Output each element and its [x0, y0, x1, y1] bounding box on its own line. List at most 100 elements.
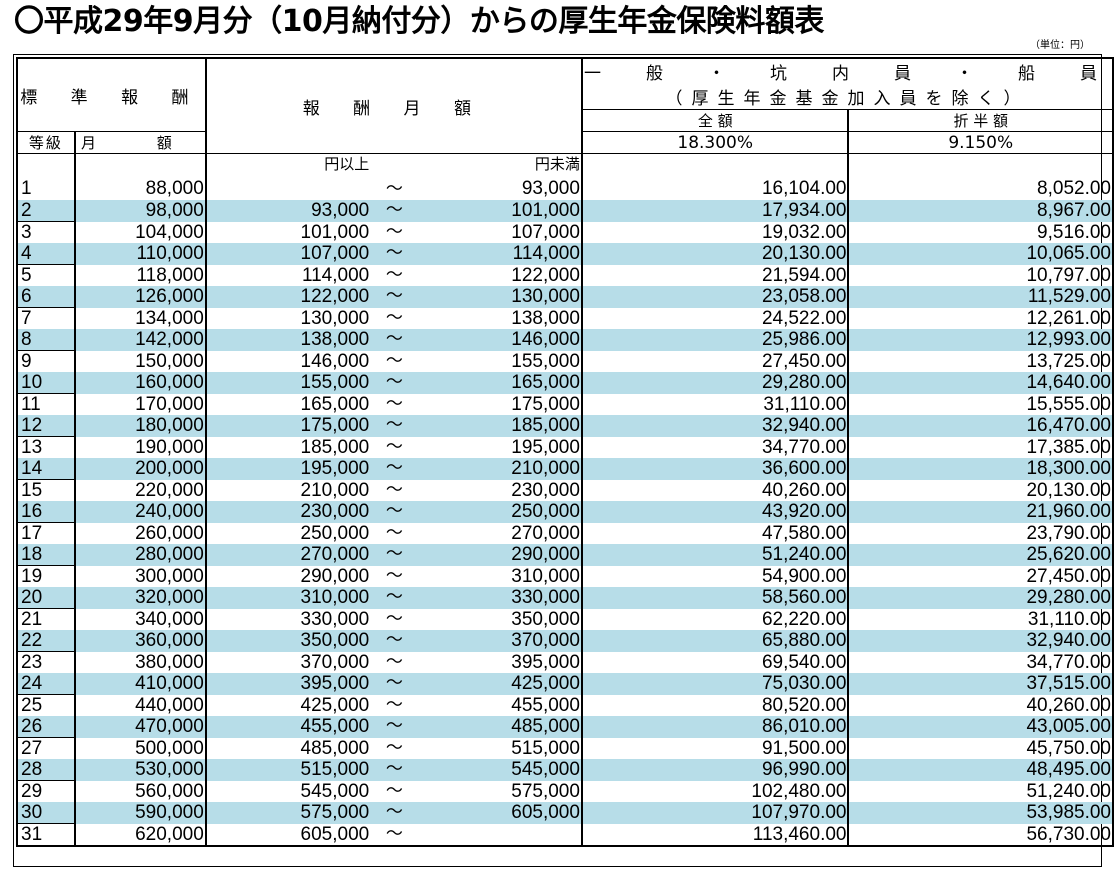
- from-label: 円以上: [204, 153, 371, 174]
- full-amount-cell: 80,520.00: [580, 694, 850, 716]
- monthly-cell: 590,000: [73, 802, 207, 824]
- monthly-cell: 560,000: [73, 780, 207, 802]
- full-amount-cell: 62,220.00: [580, 608, 850, 630]
- grade-cell: 17: [16, 522, 76, 544]
- grade-cell: 12: [16, 415, 76, 437]
- monthly-cell: 620,000: [73, 823, 207, 846]
- premium-table: 標 準 報 酬 報 酬 月 額 一 般 ・ 坑 内 員 ・ 船 員 （厚生年金基…: [16, 57, 1114, 847]
- grade-cell: 6: [16, 286, 76, 308]
- grade-cell: 11: [16, 393, 76, 415]
- half-amount-cell: 14,640.00: [847, 372, 1114, 394]
- grade-cell: 2: [16, 200, 76, 222]
- table-row: 14 200,000 195,000 ～ 210,000 36,600.00 18,300.…: [16, 458, 1114, 480]
- range-from-cell: 130,000: [204, 307, 371, 329]
- range-tilde: ～: [370, 243, 419, 265]
- monthly-cell: 110,000: [73, 243, 207, 265]
- range-from-cell: 270,000: [204, 544, 371, 566]
- full-amount-cell: 58,560.00: [580, 587, 850, 609]
- table-row: 3 104,000 101,000 ～ 107,000 19,032.00 9,516.00: [16, 221, 1114, 243]
- range-from-cell: 310,000: [204, 587, 371, 609]
- full-amount-cell: 29,280.00: [580, 372, 850, 394]
- range-from-cell: 185,000: [204, 436, 371, 458]
- grade-cell: 3: [16, 221, 76, 243]
- full-amount-cell: 47,580.00: [580, 522, 850, 544]
- monthly-cell: 360,000: [73, 630, 207, 652]
- half-amount-cell: 31,110.00: [847, 608, 1114, 630]
- grade-cell: 4: [16, 243, 76, 265]
- range-tilde: ～: [370, 286, 419, 308]
- grade-cell: 29: [16, 780, 76, 802]
- range-from-cell: 575,000: [204, 802, 371, 824]
- range-from-cell: 395,000: [204, 673, 371, 695]
- half-amount-cell: 8,052.00: [847, 174, 1114, 200]
- to-label: 円未満: [418, 153, 583, 174]
- full-amount-cell: 43,920.00: [580, 501, 850, 523]
- table-row: 30 590,000 575,000 ～ 605,000 107,970.00 53,985…: [16, 802, 1114, 824]
- header-remuneration: 報 酬 月 額: [204, 57, 583, 154]
- range-from-cell: 165,000: [204, 393, 371, 415]
- full-amount-cell: 69,540.00: [580, 651, 850, 673]
- full-amount-cell: 107,970.00: [580, 802, 850, 824]
- full-amount-cell: 113,460.00: [580, 823, 850, 846]
- grade-cell: 24: [16, 673, 76, 695]
- range-to-cell: 138,000: [418, 307, 583, 329]
- monthly-cell: 410,000: [73, 673, 207, 695]
- range-tilde: ～: [370, 587, 419, 609]
- range-from-cell: 114,000: [204, 264, 371, 286]
- monthly-cell: 190,000: [73, 436, 207, 458]
- range-to-cell: 515,000: [418, 737, 583, 759]
- range-tilde: ～: [370, 630, 419, 652]
- range-tilde: ～: [385, 608, 403, 629]
- table-row: 1 88,000 ～ 93,000 16,104.00 8,052.00: [16, 174, 1114, 200]
- full-amount-cell: 31,110.00: [580, 393, 850, 415]
- half-amount-cell: 43,005.00: [847, 716, 1114, 738]
- table-row: 16 240,000 230,000 ～ 250,000 43,920.00 21,960.…: [16, 501, 1114, 523]
- table-row: 7 134,000 130,000 ～ 138,000 24,522.00 12,261.0…: [16, 307, 1114, 329]
- range-to-cell: 270,000: [418, 522, 583, 544]
- table-row: 9 150,000 146,000 ～ 155,000 27,450.00 13,725.0…: [16, 350, 1114, 372]
- half-amount-cell: 23,790.00: [847, 522, 1114, 544]
- grade-cell: 18: [16, 544, 76, 566]
- header-monthly: 月 額: [73, 131, 207, 154]
- monthly-cell: 180,000: [73, 415, 207, 437]
- range-tilde: ～: [370, 501, 419, 523]
- full-amount-cell: 34,770.00: [580, 436, 850, 458]
- header-half-rate: 9.150%: [847, 131, 1114, 154]
- range-to-cell: 605,000: [418, 802, 583, 824]
- table-row: 5 118,000 114,000 ～ 122,000 21,594.00 10,797.0…: [16, 264, 1114, 286]
- monthly-cell: 104,000: [73, 221, 207, 243]
- header-full-rate: 18.300%: [580, 131, 850, 154]
- range-to-cell: [418, 823, 583, 846]
- half-amount-cell: 12,261.00: [847, 307, 1114, 329]
- monthly-cell: 530,000: [73, 759, 207, 781]
- range-to-cell: 93,000: [418, 174, 583, 200]
- table-row: 19 300,000 290,000 ～ 310,000 54,900.00 27,450.…: [16, 565, 1114, 587]
- half-amount-cell: 21,960.00: [847, 501, 1114, 523]
- grade-cell: 13: [16, 436, 76, 458]
- half-amount-cell: 34,770.00: [847, 651, 1114, 673]
- grade-cell: 30: [16, 802, 76, 824]
- full-amount-cell: 51,240.00: [580, 544, 850, 566]
- table-row: 13 190,000 185,000 ～ 195,000 34,770.00 17,385.…: [16, 436, 1114, 458]
- range-from-cell: 370,000: [204, 651, 371, 673]
- range-to-cell: 230,000: [418, 479, 583, 501]
- half-amount-cell: 17,385.00: [847, 436, 1114, 458]
- range-to-cell: 425,000: [418, 673, 583, 695]
- table-row: 23 380,000 370,000 ～ 395,000 69,540.00 34,770.…: [16, 651, 1114, 673]
- header-category-note: （厚生年金基金加入員を除く）: [580, 84, 1114, 110]
- half-amount-cell: 51,240.00: [847, 780, 1114, 802]
- range-from-cell: [204, 174, 371, 200]
- grade-cell: 25: [16, 694, 76, 716]
- half-amount-cell: 18,300.00: [847, 458, 1114, 480]
- range-from-cell: 175,000: [204, 415, 371, 437]
- range-tilde: ～: [370, 415, 419, 437]
- range-to-cell: 290,000: [418, 544, 583, 566]
- range-tilde: ～: [385, 823, 403, 844]
- header-half: 折 半 額: [847, 109, 1114, 132]
- range-from-cell: 485,000: [204, 737, 371, 759]
- half-amount-cell: 10,065.00: [847, 243, 1114, 265]
- range-tilde: ～: [385, 565, 403, 586]
- range-tilde: ～: [370, 372, 419, 394]
- monthly-cell: 320,000: [73, 587, 207, 609]
- table-row: 26 470,000 455,000 ～ 485,000 86,010.00 43,005.…: [16, 716, 1114, 738]
